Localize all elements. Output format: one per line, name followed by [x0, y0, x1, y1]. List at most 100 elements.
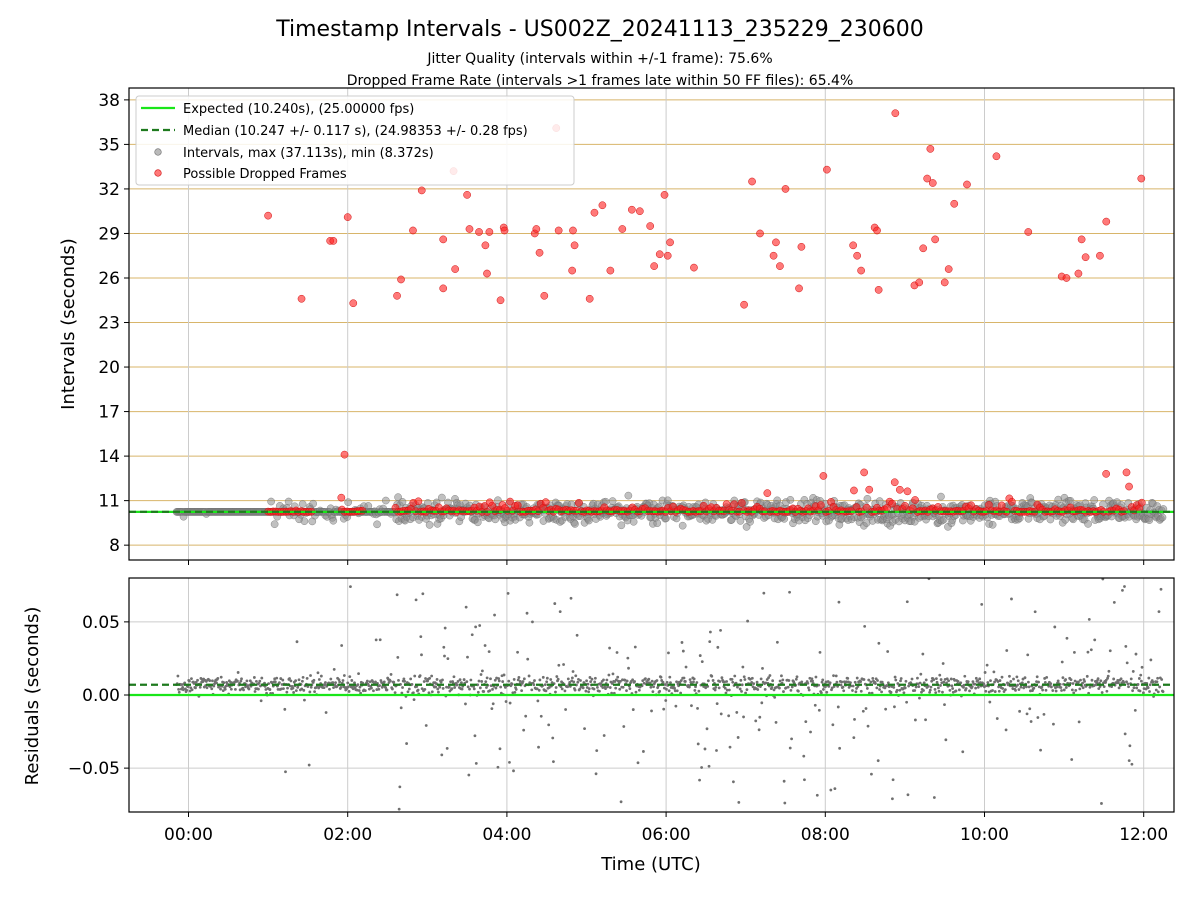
dropped-frame-outlier: [1096, 251, 1104, 260]
residual-point: [587, 687, 591, 691]
residual-point: [625, 679, 629, 683]
residual-point: [440, 753, 444, 757]
tick-label-y-32: 32: [98, 180, 120, 200]
residual-point: [756, 688, 760, 691]
residual-point: [524, 714, 528, 718]
residual-point: [1016, 683, 1019, 687]
residual-point: [307, 763, 311, 767]
residual-point: [887, 685, 891, 689]
residual-point: [554, 686, 558, 689]
residual-point: [487, 650, 491, 654]
residual-point: [477, 679, 481, 683]
interval-point: [329, 516, 338, 525]
dropped-frame-outlier: [919, 244, 928, 253]
residual-point: [710, 674, 714, 678]
residual-point: [746, 619, 750, 623]
dropped-frame-outlier: [781, 185, 790, 193]
dropped-frame-outlier: [635, 207, 644, 216]
residual-point: [810, 677, 814, 681]
residual-point: [998, 679, 1002, 682]
residual-point: [989, 679, 992, 683]
residual-point: [1106, 676, 1109, 680]
residual-point: [738, 687, 742, 691]
residual-point: [239, 679, 243, 683]
residual-point: [508, 760, 511, 764]
residual-point: [980, 602, 984, 606]
residual-point: [644, 677, 647, 681]
residual-point: [835, 680, 839, 684]
residual-point: [438, 685, 442, 689]
residual-point: [681, 649, 685, 653]
residual-point: [782, 779, 786, 783]
residual-point: [198, 685, 202, 689]
residual-point: [589, 680, 593, 684]
interval-point: [1084, 520, 1092, 528]
residual-point: [349, 585, 352, 589]
residual-point: [763, 688, 767, 691]
dropped-frame-point: [1125, 482, 1133, 491]
residual-point: [590, 677, 594, 681]
residual-point: [837, 600, 841, 604]
dropped-frame-point: [911, 496, 919, 504]
residual-point: [682, 676, 686, 680]
residual-point: [346, 681, 350, 685]
residual-point: [513, 691, 517, 694]
residual-point: [468, 687, 471, 691]
residual-point: [466, 685, 470, 689]
residual-point: [1000, 675, 1004, 679]
residual-point: [537, 745, 540, 749]
tick-label-y-20: 20: [98, 358, 120, 378]
residual-point: [1156, 676, 1160, 680]
residual-point: [1026, 653, 1030, 657]
residual-point: [962, 685, 965, 689]
residual-point: [750, 676, 754, 680]
residual-point: [535, 687, 539, 691]
residual-point: [520, 689, 524, 692]
residual-point: [918, 696, 921, 700]
residual-point: [618, 687, 622, 691]
residual-point: [646, 681, 649, 685]
residual-point: [906, 793, 910, 797]
residual-point: [1100, 691, 1104, 694]
residual-point: [407, 687, 411, 691]
residual-point: [497, 679, 501, 683]
residual-point: [547, 686, 551, 689]
residual-point: [479, 673, 483, 676]
residual-point: [922, 681, 926, 685]
residual-point: [903, 686, 907, 690]
dropped-frame-outlier: [585, 294, 594, 303]
residual-point: [615, 651, 619, 654]
dropped-frame-point: [860, 468, 868, 477]
residual-point: [215, 681, 218, 685]
residual-point: [474, 625, 478, 629]
residual-point: [525, 611, 529, 615]
residual-point: [932, 678, 936, 682]
residual-point: [216, 677, 220, 680]
residual-point: [467, 773, 471, 777]
residual-point: [950, 684, 954, 688]
dropped-frame-outlier: [349, 299, 358, 308]
residual-point: [348, 675, 352, 679]
residual-point: [363, 569, 366, 572]
interval-point: [382, 496, 390, 505]
residual-point: [388, 679, 392, 683]
residual-point: [358, 685, 362, 689]
tick-label-y-26: 26: [98, 269, 120, 289]
residual-point: [556, 677, 560, 681]
dropped-frame-outlier: [340, 450, 349, 459]
residual-point: [986, 681, 990, 684]
residual-point: [1039, 748, 1042, 752]
residual-point: [551, 736, 555, 740]
residual-point: [866, 724, 870, 728]
interval-point: [491, 515, 500, 524]
residual-point: [739, 678, 743, 682]
residual-point: [642, 750, 645, 753]
residual-point: [875, 686, 879, 690]
residual-point: [914, 718, 917, 722]
residual-point: [1032, 686, 1036, 690]
residual-point: [424, 724, 428, 727]
residual-point: [708, 640, 712, 644]
residual-point: [1157, 610, 1161, 614]
residual-point: [708, 630, 712, 634]
dropped-frame-outlier: [776, 262, 784, 270]
